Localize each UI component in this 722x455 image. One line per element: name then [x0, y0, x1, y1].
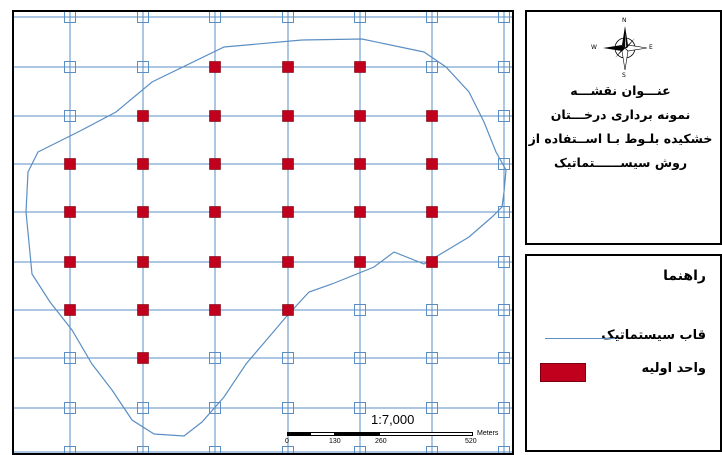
map-title-line-3: خشکیده بلـوط بـا اســتفاده از [527, 132, 714, 146]
legend-panel: راهنما قاب سیستماتیک واحد اولیه [525, 254, 722, 452]
north-arrow: N S E W [599, 22, 651, 74]
scale-ratio: 1:7,000 [371, 412, 414, 427]
primary-unit-square[interactable] [283, 159, 294, 170]
primary-unit-square[interactable] [210, 207, 221, 218]
primary-unit-square[interactable] [283, 305, 294, 316]
primary-unit-square[interactable] [355, 111, 366, 122]
map-title-line-2: نمونه برداری درخـــتان [527, 108, 714, 122]
compass-w: W [591, 44, 597, 51]
map-frame[interactable] [12, 10, 514, 455]
map-canvas[interactable] [14, 12, 514, 455]
compass-n: N [622, 17, 627, 24]
primary-unit-square[interactable] [283, 207, 294, 218]
scale-bar-seg-1 [288, 433, 311, 435]
legend-label-unit: واحد اولیه [641, 361, 706, 376]
primary-unit-square[interactable] [138, 159, 149, 170]
primary-unit-square[interactable] [283, 111, 294, 122]
scale-tick-520: 520 [465, 438, 477, 445]
legend-red-square-icon [540, 363, 586, 382]
primary-unit-square[interactable] [65, 159, 76, 170]
legend-title: راهنما [663, 268, 706, 284]
legend-label-frame: قاب سیستماتیک [601, 328, 706, 343]
primary-unit-square[interactable] [210, 111, 221, 122]
scale-bar [287, 432, 473, 436]
map-title-line-1: عنـــوان نقشـــه [527, 84, 714, 98]
primary-unit-square[interactable] [65, 207, 76, 218]
primary-unit-square[interactable] [427, 207, 438, 218]
primary-unit-square[interactable] [283, 62, 294, 73]
scale-unit: Meters [477, 430, 498, 437]
primary-unit-square[interactable] [138, 257, 149, 268]
primary-unit-square[interactable] [65, 305, 76, 316]
scale-tick-260: 260 [375, 438, 387, 445]
primary-unit-square[interactable] [427, 111, 438, 122]
title-panel: N S E W عنـــوان نقشـــه نمونه برداری در… [525, 10, 722, 245]
compass-s: S [622, 72, 626, 79]
primary-unit-square[interactable] [65, 257, 76, 268]
map-title-line-4: روش سیســــــتماتیک [527, 156, 714, 170]
primary-unit-square[interactable] [427, 159, 438, 170]
primary-unit-square[interactable] [138, 207, 149, 218]
grid-lines [14, 12, 514, 455]
primary-unit-square[interactable] [355, 159, 366, 170]
scale-tick-130: 130 [329, 438, 341, 445]
primary-unit-square[interactable] [138, 305, 149, 316]
scale-tick-0: 0 [285, 438, 289, 445]
primary-unit-square[interactable] [210, 62, 221, 73]
primary-unit-square[interactable] [355, 62, 366, 73]
systematic-frame-points [65, 12, 510, 455]
legend-blue-line-icon [545, 338, 615, 339]
study-area-boundary [26, 39, 506, 436]
primary-unit-square[interactable] [210, 257, 221, 268]
scale-bar-seg-2 [334, 433, 380, 435]
primary-unit-square[interactable] [355, 207, 366, 218]
primary-unit-square[interactable] [138, 111, 149, 122]
primary-unit-square[interactable] [210, 159, 221, 170]
primary-unit-square[interactable] [427, 257, 438, 268]
primary-unit-square[interactable] [283, 257, 294, 268]
compass-rose-icon [599, 22, 651, 74]
primary-unit-square[interactable] [355, 257, 366, 268]
primary-unit-square[interactable] [138, 353, 149, 364]
compass-e: E [649, 44, 653, 51]
primary-unit-square[interactable] [210, 305, 221, 316]
